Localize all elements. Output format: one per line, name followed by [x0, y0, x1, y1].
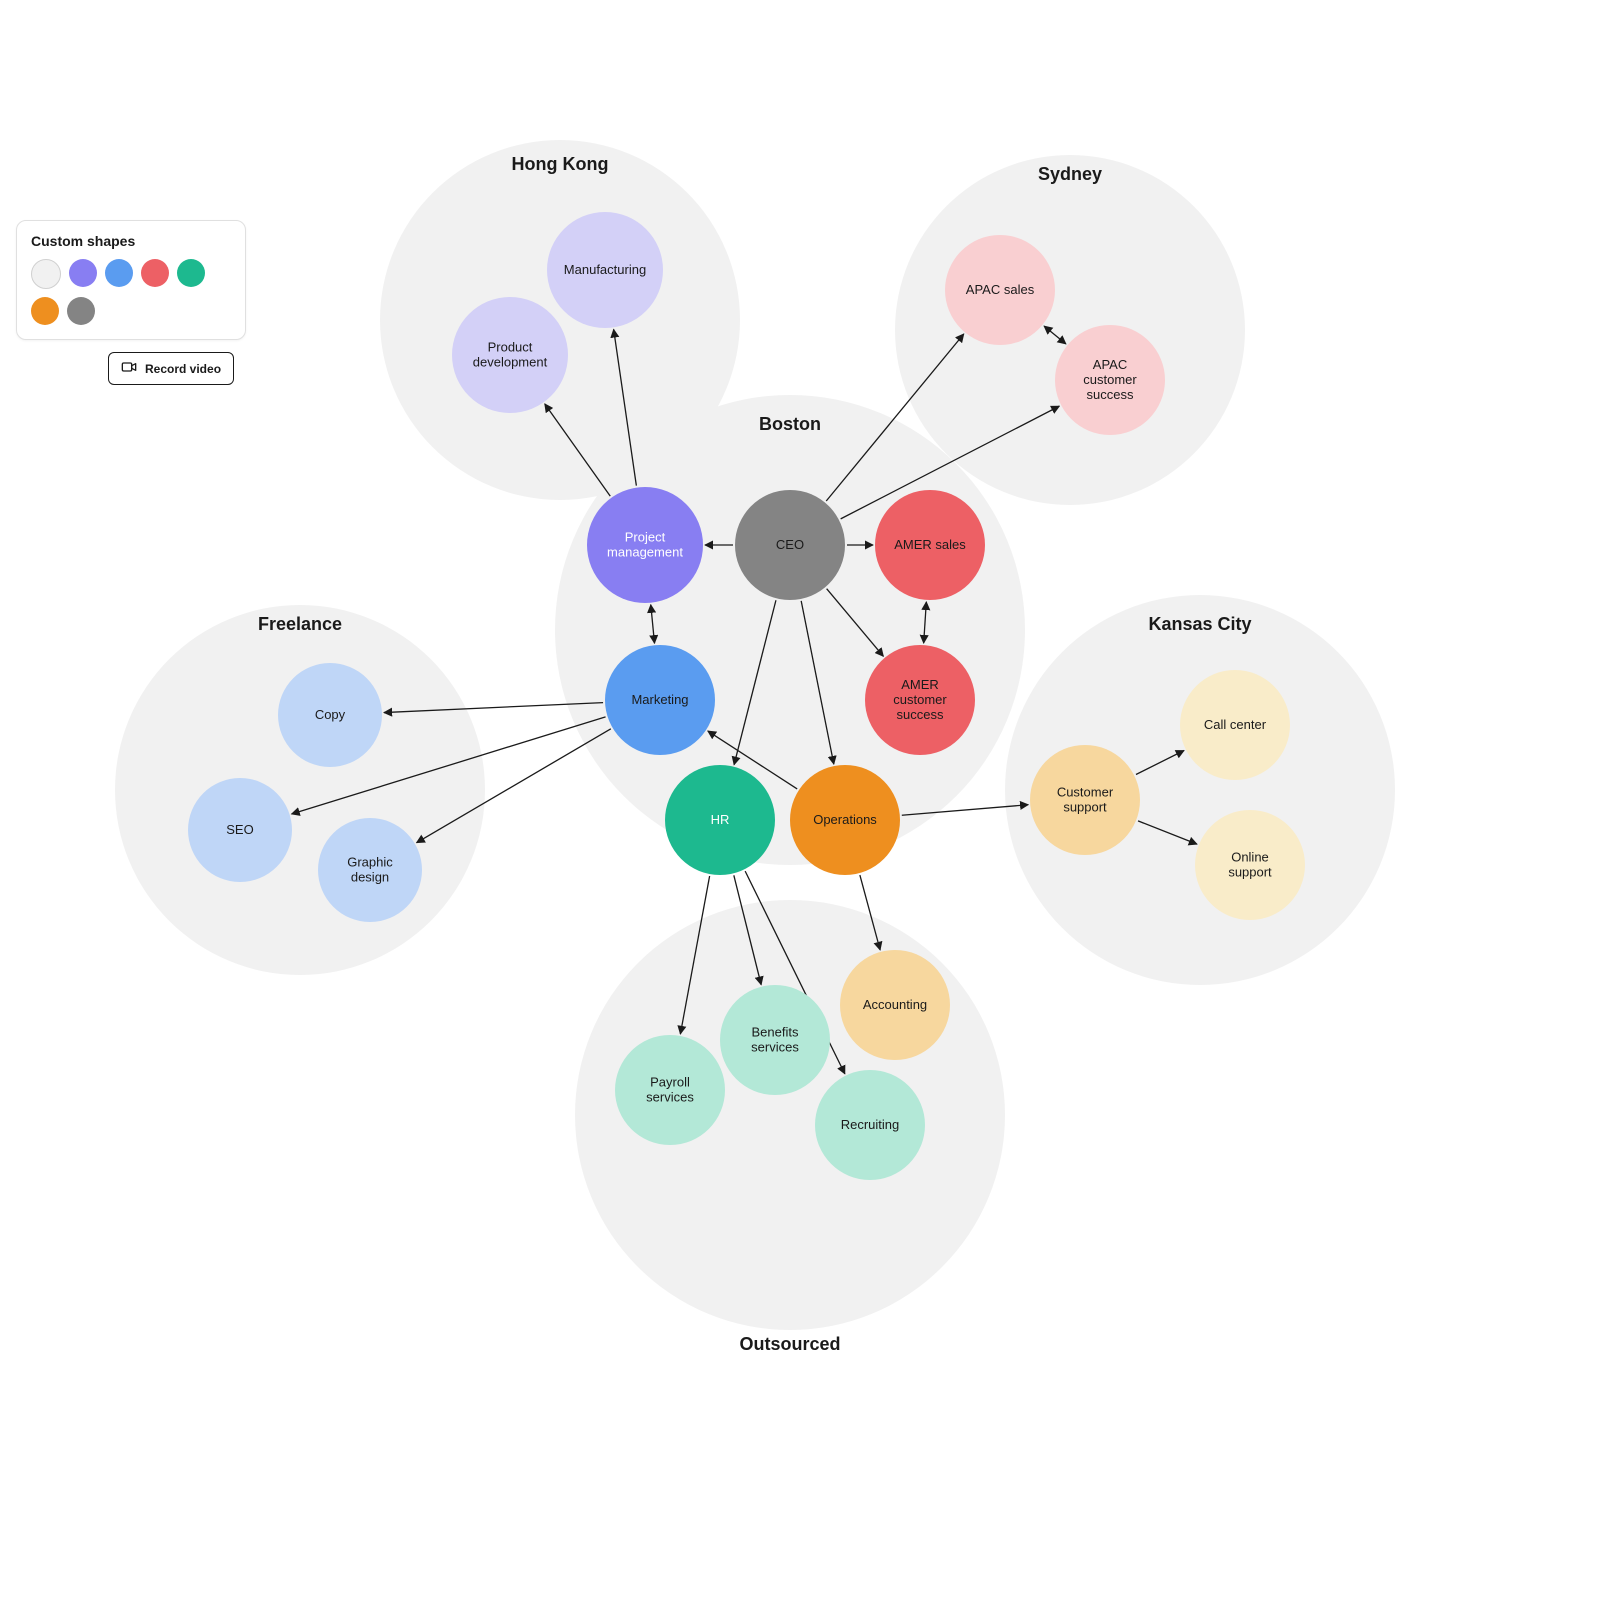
panel-title: Custom shapes — [31, 233, 231, 249]
node-label-seo: SEO — [226, 822, 253, 837]
group-boston — [555, 395, 1025, 865]
group-label-sydney: Sydney — [1038, 164, 1102, 184]
color-swatch[interactable] — [67, 297, 95, 325]
node-label-onsupp: Onlinesupport — [1228, 850, 1272, 880]
node-label-ops: Operations — [813, 812, 877, 827]
node-label-copy: Copy — [315, 707, 346, 722]
record-video-label: Record video — [145, 362, 221, 376]
node-label-payroll: Payrollservices — [646, 1075, 694, 1105]
custom-shapes-panel: Custom shapes — [16, 220, 246, 340]
swatch-row — [31, 259, 231, 325]
node-label-callctr: Call center — [1204, 717, 1267, 732]
group-label-hongkong: Hong Kong — [512, 154, 609, 174]
color-swatch[interactable] — [177, 259, 205, 287]
group-label-freelance: Freelance — [258, 614, 342, 634]
node-label-custsupp: Customersupport — [1057, 785, 1114, 815]
diagram-canvas: ManufacturingProductdevelopmentAPAC sale… — [0, 0, 1600, 1600]
group-label-boston: Boston — [759, 414, 821, 434]
video-camera-icon — [121, 359, 137, 378]
group-sydney — [895, 155, 1245, 505]
node-label-graphic: Graphicdesign — [347, 855, 393, 885]
node-label-benefits: Benefitsservices — [751, 1025, 799, 1055]
color-swatch[interactable] — [31, 297, 59, 325]
node-label-ceo: CEO — [776, 537, 804, 552]
node-label-manuf: Manufacturing — [564, 262, 646, 277]
color-swatch[interactable] — [105, 259, 133, 287]
group-freelance — [115, 605, 485, 975]
color-swatch[interactable] — [69, 259, 97, 287]
record-video-button[interactable]: Record video — [108, 352, 234, 385]
group-label-outsource: Outsourced — [739, 1334, 840, 1354]
node-label-recruit: Recruiting — [841, 1117, 900, 1132]
node-label-hr: HR — [711, 812, 730, 827]
color-swatch[interactable] — [31, 259, 61, 289]
node-label-amersales: AMER sales — [894, 537, 966, 552]
node-label-acct: Accounting — [863, 997, 927, 1012]
group-label-kansas: Kansas City — [1148, 614, 1251, 634]
node-label-apacsales: APAC sales — [966, 282, 1035, 297]
node-label-marketing: Marketing — [631, 692, 688, 707]
color-swatch[interactable] — [141, 259, 169, 287]
